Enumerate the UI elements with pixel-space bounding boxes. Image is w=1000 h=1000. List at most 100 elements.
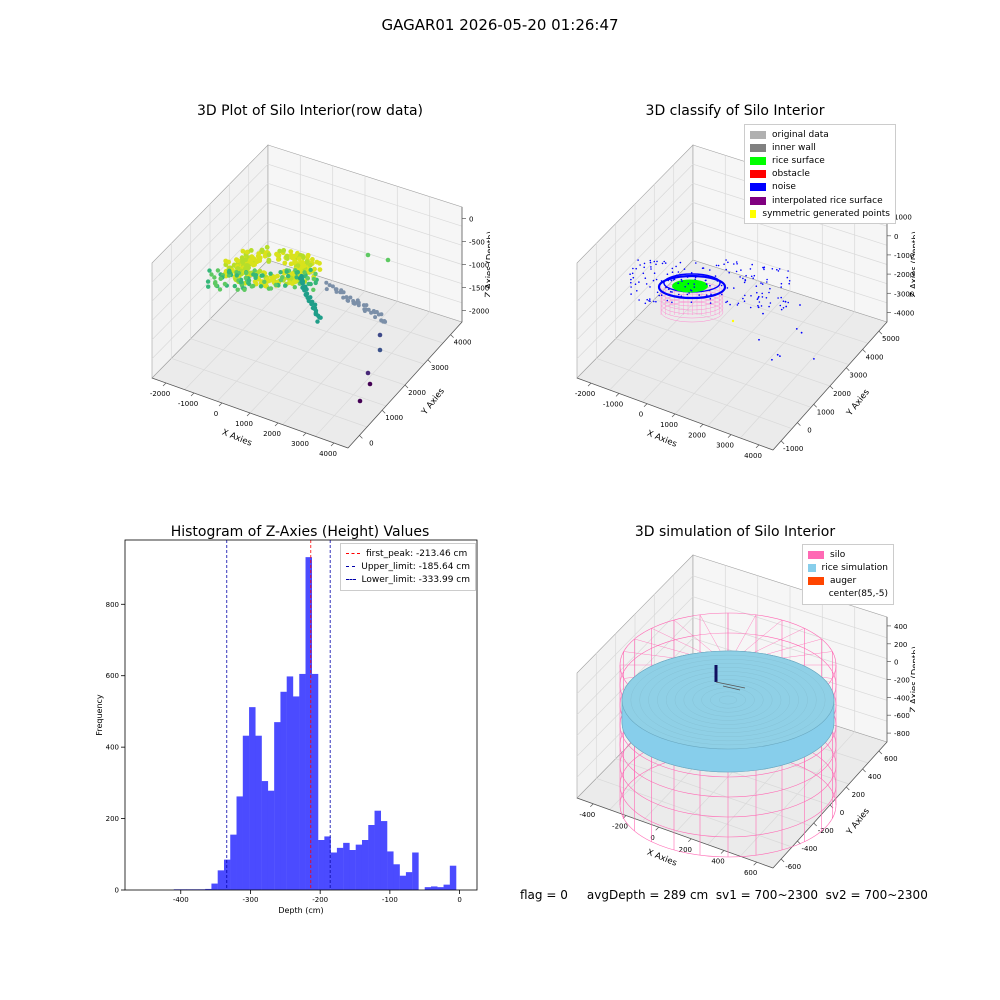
classify-noise-point	[721, 293, 723, 296]
raw-point	[300, 264, 305, 269]
classify-noise-point	[744, 279, 746, 281]
raw-point	[243, 266, 248, 271]
classify-noise-point	[768, 305, 770, 308]
classify-noise-point	[662, 291, 664, 293]
raw-y-tick-label: 2000	[408, 389, 426, 397]
classify-noise-point	[677, 282, 679, 284]
raw-3d-plot: -2000 -1000 0 1000 2000 3000 4000 0 1000 2000 3000…	[150, 144, 496, 458]
histogram-bar	[412, 852, 419, 890]
simulation-x-tick-label: -400	[579, 811, 595, 819]
classify-y-tick	[797, 422, 801, 426]
classify-z-tick-label: 1000	[894, 214, 912, 222]
classify-y-tick	[846, 367, 850, 371]
classify-noise-point	[636, 290, 638, 292]
classify-noise-point	[671, 271, 674, 273]
classify-noise-point	[666, 299, 669, 302]
simulation-x-tick	[720, 850, 725, 854]
classify-noise-point	[630, 278, 632, 281]
classify-x-tick	[699, 424, 704, 428]
histogram-bar	[437, 887, 444, 890]
classify-y-tick	[862, 349, 866, 353]
simulation-y-tick-label: 400	[868, 773, 881, 781]
classify-noise-point	[688, 292, 690, 294]
simulation-legend-swatch	[808, 550, 824, 559]
raw-gridline	[151, 163, 269, 283]
classify-noise-point	[653, 300, 655, 303]
histogram-bar	[305, 557, 312, 890]
classify-rice-surface	[672, 279, 708, 293]
simulation-x-axis	[576, 797, 774, 869]
classify-legend-swatch	[750, 209, 757, 218]
raw-point	[292, 285, 297, 290]
raw-point	[308, 267, 313, 273]
classify-noise-point	[680, 295, 683, 297]
raw-point	[238, 279, 244, 285]
classify-noise-point	[795, 328, 798, 330]
histogram-bar	[292, 696, 300, 890]
classify-axes-box: -2000 -1000 0 1000 2000 3000 4000 -1000 0 1000 200…	[575, 144, 921, 460]
raw-point	[385, 257, 391, 263]
classify-noise-point	[726, 287, 729, 289]
classify-noise-point	[638, 299, 640, 301]
simulation-x-axis-label: X Axies	[645, 848, 678, 869]
histogram-y-tick-label: 600	[106, 672, 119, 680]
classify-noise-point	[632, 267, 634, 270]
classify-noise-point	[729, 303, 731, 306]
raw-point	[308, 295, 313, 300]
raw-point	[305, 254, 311, 259]
classify-noise-point	[784, 300, 787, 303]
raw-y-tick-label: 0	[369, 439, 373, 447]
classify-legend-entry: symmetric generated points	[750, 207, 890, 220]
classify-noise-point	[727, 261, 729, 264]
histogram-bars	[173, 557, 457, 890]
classify-noise-point	[673, 278, 676, 281]
raw-y-tick	[404, 384, 409, 389]
classify-x-axis-label: X Axies	[645, 429, 678, 450]
raw-point	[243, 257, 249, 263]
classify-noise-point	[632, 276, 635, 279]
classify-noise-point	[649, 261, 652, 264]
histogram-chart: -400 -300 -200 -100 0 0 200 400 600 800 Depth (cm)…	[95, 539, 478, 915]
classify-noise-point	[671, 301, 673, 304]
classify-noise-point	[681, 280, 683, 282]
classify-z-axis-label: Z Axies (Depth)	[909, 231, 915, 298]
classify-z-tick-label: -3000	[894, 290, 914, 298]
classify-noise-point	[725, 259, 727, 261]
classify-noise-point	[694, 276, 697, 279]
histogram-bar	[249, 707, 256, 890]
histogram-legend-swatch	[346, 553, 360, 555]
classify-noise-point	[787, 301, 789, 304]
classify-legend-entry: noise	[750, 181, 890, 194]
status-line: flag = 0 avgDepth = 289 cm sv1 = 700~230…	[520, 888, 928, 902]
classify-noise-point	[646, 298, 648, 301]
classify-z-tick-label: -2000	[894, 271, 914, 279]
classify-noise-point	[752, 277, 754, 279]
raw-point	[259, 273, 264, 278]
histogram-legend: first_peak: -213.46 cm Upper_limit: -185.…	[340, 543, 476, 591]
raw-gridline	[248, 279, 444, 344]
classify-x-tick	[643, 403, 648, 407]
raw-z-tick-label: -500	[469, 239, 485, 247]
raw-point	[212, 275, 217, 280]
classify-noise-point	[717, 264, 720, 267]
classify-noise-point	[630, 286, 632, 288]
raw-point	[344, 295, 349, 300]
classify-noise-point	[742, 297, 744, 300]
classify-noise-point	[744, 294, 746, 297]
histogram-legend-label: first_peak: -213.46 cm	[366, 548, 468, 559]
classify-noise-point	[689, 289, 692, 291]
raw-point	[300, 259, 305, 265]
rice-simulation-mesh	[648, 663, 808, 737]
raw-x-tick-label: 1000	[235, 420, 253, 428]
raw-point	[310, 257, 315, 262]
raw-point	[373, 315, 378, 320]
classify-noise-point	[740, 269, 742, 271]
classify-noise-point	[716, 280, 719, 282]
histogram-title: Histogram of Z-Axies (Height) Values	[170, 524, 430, 540]
classify-noise-point	[749, 268, 752, 270]
classify-y-tick	[878, 330, 883, 335]
classify-legend-label: rice surface	[772, 155, 825, 166]
raw-x-tick	[190, 392, 195, 397]
classify-noise-point	[708, 289, 711, 292]
raw-point	[312, 302, 318, 307]
